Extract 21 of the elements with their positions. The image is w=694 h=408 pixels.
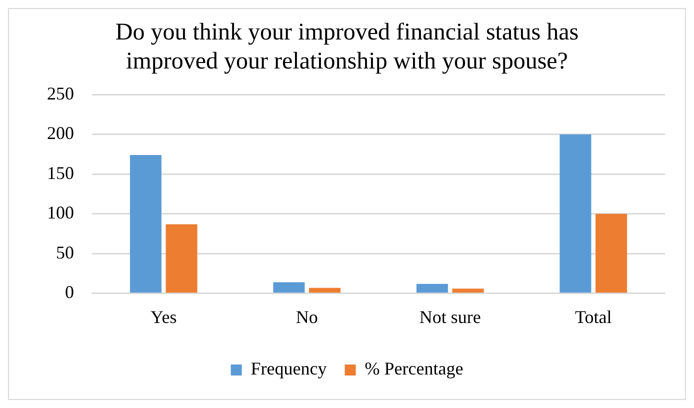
bar — [309, 288, 341, 293]
x-tick-label: Not sure — [419, 306, 481, 327]
legend-label: Frequency — [250, 358, 327, 379]
y-tick-label: 200 — [47, 123, 74, 144]
legend-label: % Percentage — [364, 358, 464, 379]
bar — [452, 288, 484, 293]
x-tick-label: Total — [575, 306, 612, 327]
bar — [416, 284, 448, 293]
bar — [596, 214, 628, 293]
bar — [166, 224, 198, 293]
bar — [130, 155, 162, 293]
chart-title: Do you think your improved financial status has improved your relationship with your spouse? — [115, 20, 579, 74]
x-tick-label: Yes — [150, 306, 177, 327]
bar — [560, 134, 592, 293]
y-tick-label: 50 — [56, 242, 74, 262]
y-tick-label: 100 — [47, 202, 74, 223]
bar — [273, 282, 305, 293]
y-tick-label: 250 — [47, 83, 74, 104]
y-tick-label: 150 — [47, 162, 74, 183]
x-tick-label: No — [296, 306, 318, 327]
y-tick-label: 0 — [65, 282, 74, 302]
